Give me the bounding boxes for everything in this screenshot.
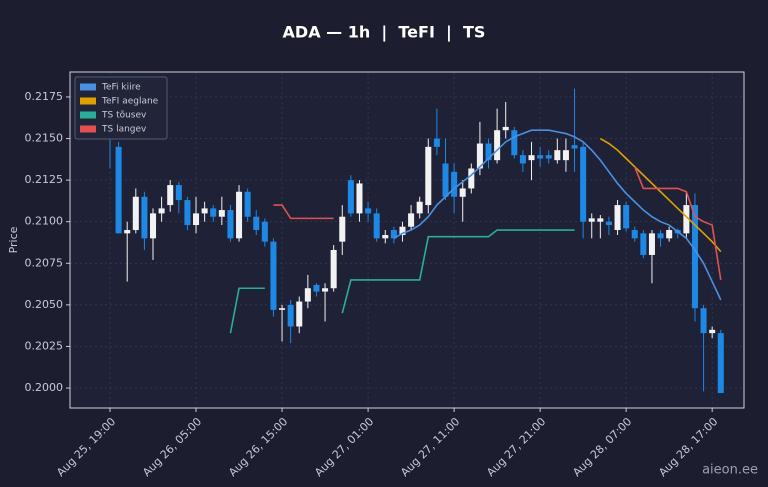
chart-title: ADA — 1h | TeFI | TS [283,23,486,43]
candle-body [545,155,552,159]
candle-body [468,168,475,189]
candle-body [279,308,286,310]
candle-body [227,210,234,239]
candle-body [433,138,440,147]
candle-body [167,185,174,206]
candle-body [184,200,191,226]
plot-area [70,72,744,408]
candle-body [416,201,423,214]
watermark: aieon.ee [702,463,758,478]
candle-body [175,185,182,201]
candle-body [588,218,595,222]
candle-body [528,155,535,161]
legend-swatch [80,111,96,119]
y-tick-label: 0.2000 [25,381,64,394]
candle-body [201,208,208,214]
line-series [273,166,722,281]
legend-swatch [80,125,96,133]
candle-body [631,230,638,239]
candle-body [580,146,587,222]
candle-body [141,196,148,239]
candle-body [382,235,389,239]
candle-body [648,233,655,255]
candle-body [554,150,561,161]
candle-body [124,230,131,234]
candle-body [614,205,621,231]
candle-body [666,230,673,239]
candle-body [313,284,320,292]
candle-body [691,205,698,309]
y-axis-label: Price [7,226,20,253]
candle-body [193,213,200,226]
legend-label: TS tõusev [101,111,147,121]
candle-body [408,213,415,227]
candle-body [330,249,337,289]
candle-body [218,210,225,217]
candle-body [502,126,509,131]
candle-body [511,130,518,156]
candle-body [347,180,354,214]
line-series [229,229,575,334]
legend-swatch [80,83,96,91]
candle-body [115,146,122,234]
candle-body [459,188,466,197]
candle-body [476,143,483,169]
candle-body [485,143,492,161]
candle-body [494,130,501,161]
candle-body [365,208,372,214]
y-tick-label: 0.2125 [25,173,64,186]
candle-body [150,213,157,239]
legend-box [74,76,168,140]
candle-body [657,233,664,239]
y-tick-label: 0.2100 [25,215,64,228]
candle-body [322,288,329,292]
candle-body [425,146,432,206]
y-tick-label: 0.2175 [25,90,64,103]
candle-body [451,171,458,197]
candle-body [605,221,612,226]
candle-body [571,145,578,149]
legend-label: TeFi kiire [101,83,141,93]
candle-body [373,213,380,239]
y-tick-label: 0.2150 [25,132,64,145]
legend-label: TeFI aeglane [101,97,159,107]
candle-body [709,329,716,334]
legend-swatch [80,97,96,105]
candle-body [683,205,690,234]
candle-body [132,196,139,231]
candle-body [640,233,647,255]
candle-body [210,208,217,217]
candle-body [562,150,569,161]
candle-body [236,191,243,239]
candle-body [442,163,449,197]
candle-body [253,216,260,231]
plot-border [69,71,745,409]
candle-body [296,301,303,327]
candle-body [623,205,630,229]
y-tick-label: 0.2075 [25,256,64,269]
candle-body [158,208,165,214]
line-series [599,137,722,253]
candle-body [717,333,724,394]
line-series [393,129,722,301]
candle-body [700,308,707,334]
candle-body [390,230,397,239]
candle-body [261,221,268,242]
candle-body [339,216,346,242]
legend-label: TS langev [101,125,147,135]
legend: TeFi kiire TeFI aeglane TS tõusev TS langev [74,76,168,140]
y-tick-label: 0.2050 [25,298,64,311]
candle-body [597,218,604,222]
candle-body [304,288,311,302]
candle-body [519,155,526,164]
candle-body [537,155,544,159]
candle-body [244,191,251,217]
candle-body [356,183,363,214]
candle-body [399,226,406,236]
y-tick-label: 0.2025 [25,339,64,352]
candle-body [270,241,277,310]
candle-body [287,304,294,327]
